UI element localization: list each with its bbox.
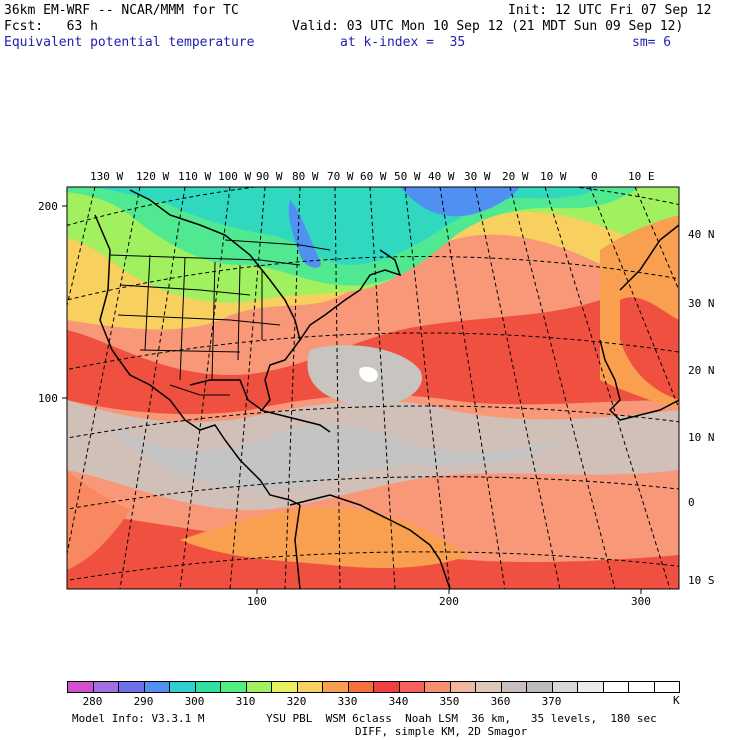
lat-label: 10 N: [688, 431, 715, 444]
lat-label: 40 N: [688, 228, 715, 241]
lon-label: 100 W: [218, 170, 251, 183]
colorbar-swatch: [169, 681, 196, 693]
level-info: at k-index = 35: [340, 35, 466, 50]
lat-label: 10 S: [688, 574, 715, 587]
colorbar-swatch: [449, 681, 476, 693]
physics-info: YSU PBL WSM 6class Noah LSM 36 km, 35 le…: [266, 712, 657, 725]
model-info: Model Info: V3.3.1 M: [72, 712, 205, 725]
colorbar-label: 330: [337, 695, 358, 708]
lon-label: 80 W: [292, 170, 319, 183]
theta-e-field: [67, 187, 679, 589]
colorbar-swatch: [143, 681, 170, 693]
colorbar-swatch: [67, 681, 94, 693]
frame-ticks: [62, 205, 642, 594]
lat-label: 0: [688, 496, 695, 509]
grid-label-bottom: 300: [631, 595, 651, 608]
colorbar-swatch: [577, 681, 604, 693]
smoothing-info: sm= 6: [632, 35, 672, 50]
grid-label-left: 200: [38, 200, 58, 213]
grid-label-left: 100: [38, 392, 58, 405]
colorbar-unit: K: [673, 694, 680, 707]
colorbar-swatch: [220, 681, 247, 693]
colorbar-label: 370: [541, 695, 562, 708]
lon-label: 130 W: [90, 170, 123, 183]
model-title: 36km EM-WRF -- NCAR/MMM for TC: [4, 3, 239, 18]
colorbar-swatch: [653, 681, 680, 693]
colorbar-swatch: [194, 681, 221, 693]
colorbar-label: 320: [286, 695, 307, 708]
valid-time: Valid: 03 UTC Mon 10 Sep 12 (21 MDT Sun …: [292, 19, 684, 34]
colorbar-swatch: [373, 681, 400, 693]
init-time: Init: 12 UTC Fri 07 Sep 12: [508, 3, 712, 18]
colorbar-swatch: [551, 681, 578, 693]
diffusion-info: DIFF, simple KM, 2D Smagor: [355, 725, 528, 738]
grid-label-bottom: 200: [439, 595, 459, 608]
colorbar-swatch: [245, 681, 272, 693]
lon-label: 30 W: [464, 170, 491, 183]
lon-label: 0: [591, 170, 598, 183]
field-name: Equivalent potential temperature: [4, 35, 255, 50]
grid-label-bottom: 100: [247, 595, 267, 608]
colorbar-label: 360: [490, 695, 511, 708]
colorbar-label: 290: [133, 695, 154, 708]
lat-label: 30 N: [688, 297, 715, 310]
grid-index-labels: 200 100 100 200 300: [38, 200, 651, 608]
colorbar-label: 280: [82, 695, 103, 708]
lon-label: 10 E: [628, 170, 655, 183]
colorbar-swatch: [271, 681, 298, 693]
colorbar-swatch: [92, 681, 119, 693]
colorbar-label: 300: [184, 695, 205, 708]
colorbar-swatch: [602, 681, 629, 693]
colorbar-swatch: [296, 681, 323, 693]
lon-label: 60 W: [360, 170, 387, 183]
graticule: [67, 187, 679, 589]
lon-label: 90 W: [256, 170, 283, 183]
political-borders: [109, 239, 331, 396]
lon-label: 120 W: [136, 170, 169, 183]
lat-label: 20 N: [688, 364, 715, 377]
lon-label: 40 W: [428, 170, 455, 183]
colorbar-label: 310: [235, 695, 256, 708]
lat-labels: 40 N 30 N 20 N 10 N 0 10 S: [688, 228, 715, 587]
lon-label: 20 W: [502, 170, 529, 183]
colorbar-label: 340: [388, 695, 409, 708]
colorbar-swatch: [347, 681, 374, 693]
colorbar-swatch: [628, 681, 655, 693]
colorbar-swatch: [322, 681, 349, 693]
lon-label: 10 W: [540, 170, 567, 183]
colorbar-swatch: [118, 681, 145, 693]
lon-labels: 130 W 120 W 110 W 100 W 90 W 80 W 70 W 6…: [90, 170, 655, 183]
colorbar-swatch: [475, 681, 502, 693]
colorbar-swatch: [500, 681, 527, 693]
coastlines: [94, 189, 679, 589]
colorbar-label: 350: [439, 695, 460, 708]
map-frame: [66, 186, 680, 590]
colorbar-swatch: [526, 681, 553, 693]
colorbar-swatch: [398, 681, 425, 693]
lon-label: 70 W: [327, 170, 354, 183]
lon-label: 110 W: [178, 170, 211, 183]
lon-label: 50 W: [394, 170, 421, 183]
colorbar-swatch: [424, 681, 451, 693]
forecast-hour: Fcst: 63 h: [4, 19, 98, 34]
